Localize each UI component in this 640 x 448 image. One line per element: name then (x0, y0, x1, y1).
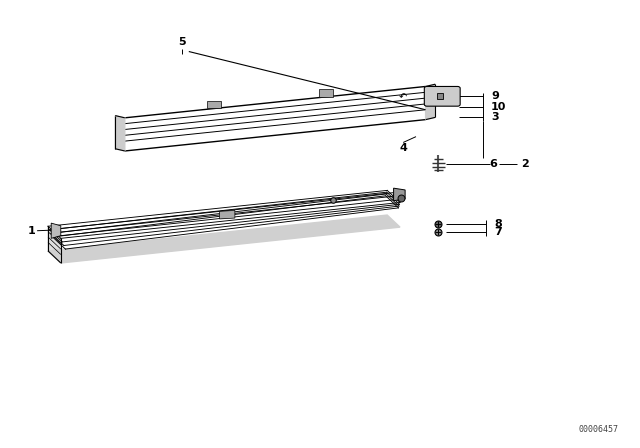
Text: 6: 6 (489, 159, 497, 168)
Polygon shape (48, 226, 61, 263)
Polygon shape (51, 223, 61, 238)
FancyBboxPatch shape (424, 86, 460, 106)
Text: 8: 8 (494, 219, 502, 229)
Polygon shape (319, 90, 333, 97)
Text: $\curvearrowleft$: $\curvearrowleft$ (397, 90, 409, 100)
Text: 3: 3 (491, 112, 499, 122)
Polygon shape (48, 215, 400, 263)
Text: 4: 4 (399, 143, 407, 153)
Polygon shape (115, 116, 125, 151)
Text: 9: 9 (491, 91, 499, 101)
Text: 1: 1 (28, 226, 35, 236)
Text: 2: 2 (521, 159, 529, 168)
Text: 10: 10 (491, 102, 506, 112)
Text: 5: 5 (179, 37, 186, 47)
Polygon shape (394, 188, 405, 201)
Text: 00006457: 00006457 (579, 425, 618, 434)
Polygon shape (207, 101, 221, 108)
Text: 7: 7 (494, 227, 502, 237)
Polygon shape (426, 84, 435, 120)
Polygon shape (220, 211, 235, 219)
